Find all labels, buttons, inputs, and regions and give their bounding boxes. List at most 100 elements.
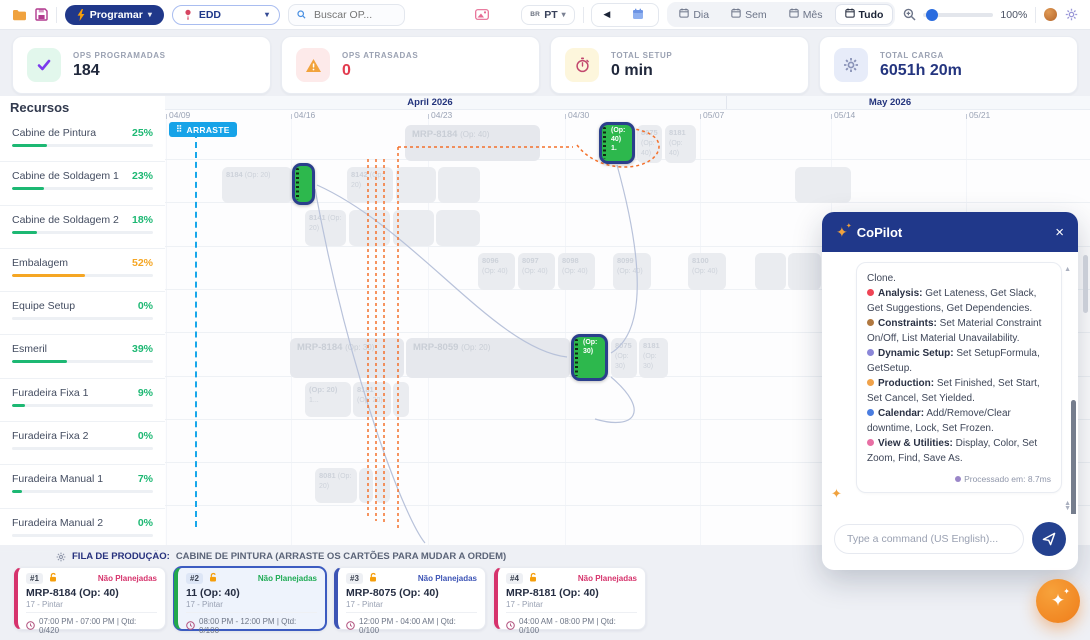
arraste-badge[interactable]: ⠿ ARRASTE [169, 122, 237, 137]
resource-row-1[interactable]: Cabine de Soldagem 1 23% [0, 162, 165, 206]
ghost-op-card[interactable]: 8075 (Op: 40) [637, 125, 662, 163]
ghost-op-card[interactable]: 8081 (Op: 20) [315, 468, 357, 503]
ghost-op-card[interactable]: 8075 (Op: 30) [611, 338, 637, 378]
copilot-fab[interactable]: ✦ ✦ [1036, 579, 1080, 623]
save-icon[interactable] [35, 6, 48, 24]
scheduled-op-label: (Op: [611, 127, 626, 134]
ghost-op-card[interactable]: 8142 (Op: 20) [347, 167, 393, 203]
ghost-op-card[interactable]: 8096 (Op: 40) [478, 253, 515, 290]
month-boundary [726, 96, 727, 109]
ghost-op-card[interactable]: 8181 (Op: 40) [665, 125, 696, 163]
view-button-tudo[interactable]: Tudo [834, 4, 894, 25]
queue-cards: #1 Não Planejadas MRP-8184 (Op: 40) 17 - Pi… [0, 565, 1090, 635]
prev-button[interactable]: ◀ [603, 9, 611, 19]
language-select[interactable]: BR PT ▾ [521, 4, 575, 25]
folder-icon[interactable] [12, 6, 27, 24]
edd-dropdown[interactable]: EDD ▾ [171, 4, 281, 25]
unlock-icon [48, 572, 58, 585]
ghost-op-card[interactable]: 8181 (Op: 20) [353, 382, 391, 417]
zoom-slider[interactable] [923, 8, 994, 21]
copilot-scrollbar[interactable] [1071, 400, 1076, 514]
queue-position-badge: #3 [346, 573, 363, 584]
today-calendar-button[interactable] [621, 4, 655, 26]
ghost-op-title: MRP-8184 [412, 129, 458, 140]
view-button-label: Sem [745, 8, 767, 21]
gear-icon [867, 349, 874, 356]
resource-bar [12, 533, 153, 537]
siren-icon [867, 289, 874, 296]
resource-utilization: 9% [137, 386, 153, 399]
ghost-op-card[interactable] [396, 167, 436, 203]
queue-title: FILA DE PRODUÇÃO: [72, 551, 170, 562]
settings-gear-icon[interactable] [1065, 6, 1078, 24]
scroll-up-icon[interactable]: ▲ [1064, 266, 1071, 273]
scheduled-op-card-2[interactable]: (Op: 30) [571, 334, 608, 381]
ghost-op-card[interactable] [393, 382, 409, 417]
search-input[interactable] [311, 7, 397, 22]
ghost-op-card[interactable] [436, 210, 480, 246]
close-icon[interactable]: × [1055, 223, 1064, 241]
ghost-op-card[interactable] [795, 167, 851, 203]
resource-bar-fill [12, 187, 45, 191]
ghost-op-card[interactable]: 8181 (Op: 30) [639, 338, 668, 378]
ghost-op-card[interactable]: 8100 (Op: 40) [688, 253, 726, 290]
resource-row-5[interactable]: Esmeril 39% [0, 335, 165, 379]
resource-row-6[interactable]: Furadeira Fixa 1 9% [0, 379, 165, 423]
kpi-value: 6051h 20m [880, 61, 962, 79]
copilot-ball-icon[interactable] [1044, 6, 1057, 24]
queue-card-3[interactable]: #3 Não Planejadas MRP-8075 (Op: 40) 17 - Pi… [334, 567, 486, 635]
next-button[interactable]: ▶ [655, 5, 658, 24]
programar-button[interactable]: Programar ▾ [64, 4, 164, 25]
resource-row-8[interactable]: Furadeira Manual 1 7% [0, 465, 165, 509]
ghost-op-card[interactable]: 8099 (Op: 40) [613, 253, 651, 290]
document-icon [867, 379, 874, 386]
ghost-op-title: 8181 [669, 128, 686, 137]
ghost-op-card[interactable]: MRP-8184 (Op: 30) [290, 338, 404, 378]
ghost-op-card[interactable]: 8184 (Op: 20) [222, 167, 292, 203]
resource-row-4[interactable]: Equipe Setup 0% [0, 292, 165, 336]
resource-row-2[interactable]: Cabine de Soldagem 2 18% [0, 206, 165, 249]
ghost-op-card[interactable]: (Op: 20) 1... [305, 382, 351, 417]
ghost-op-card[interactable] [375, 468, 390, 503]
scroll-down-icon[interactable]: ▲ ▼ [1064, 499, 1071, 513]
ghost-op-sub: (Op: 20) [357, 396, 383, 404]
resource-row-0[interactable]: Cabine de Pintura 25% [0, 119, 165, 163]
queue-card-4[interactable]: #4 Não Planejadas MRP-8181 (Op: 40) 17 - Pi… [494, 567, 646, 635]
command-input[interactable] [834, 524, 1024, 554]
ghost-op-card[interactable] [393, 210, 434, 246]
ghost-op-card[interactable] [438, 167, 480, 203]
queue-card-top: #3 Não Planejadas [346, 572, 477, 585]
resource-row-3[interactable]: Embalagem 52% [0, 249, 165, 293]
queue-card-time: 12:00 PM - 04:00 AM | Qtd: 0/100 [346, 613, 477, 635]
queue-card-2[interactable]: #2 Não Planejadas 11 (Op: 40) 17 - Pintar 08… [174, 567, 326, 635]
ghost-op-title: 8098 [562, 256, 579, 265]
ghost-op-card[interactable]: MRP-8059 (Op: 20) [406, 338, 570, 378]
page-scrollbar[interactable] [1083, 255, 1088, 313]
ghost-op-card[interactable]: 8098 (Op: 40) [558, 253, 595, 290]
view-button-dia[interactable]: Dia [669, 4, 719, 25]
view-button-label: Tudo [858, 8, 884, 21]
time-range: 12:00 PM - 04:00 AM | Qtd: 0/100 [359, 617, 456, 635]
scheduled-op-card-0[interactable]: (Op: 40) 1. [599, 122, 635, 164]
ghost-op-card[interactable]: MRP-8184 (Op: 40) [405, 125, 540, 161]
zoom-slider-thumb[interactable] [926, 8, 939, 21]
resource-row-9[interactable]: Furadeira Manual 2 0% [0, 509, 165, 552]
view-button-ms[interactable]: Mês [779, 4, 833, 25]
ghost-op-card[interactable] [788, 253, 821, 290]
ghost-op-card[interactable] [349, 210, 390, 246]
capability-text: Set Finished, Set Start, Set Cancel, Set… [867, 378, 1040, 404]
ghost-op-card[interactable]: 8141 (Op: 20) [305, 210, 346, 246]
send-button[interactable] [1032, 522, 1066, 556]
resource-row-7[interactable]: Furadeira Fixa 2 0% [0, 422, 165, 466]
ghost-op-card[interactable] [359, 468, 373, 503]
view-button-sem[interactable]: Sem [721, 4, 777, 25]
lightning-icon [77, 8, 85, 21]
zoom-in-icon[interactable] [903, 8, 916, 21]
scheduled-op-card-1[interactable] [292, 163, 315, 205]
ghost-op-card[interactable]: 8097 (Op: 40) [518, 253, 555, 290]
ghost-op-card[interactable] [755, 253, 786, 290]
image-icon[interactable] [475, 6, 490, 24]
queue-card-1[interactable]: #1 Não Planejadas MRP-8184 (Op: 40) 17 - Pi… [14, 567, 166, 635]
ghost-op-sub: (Op: 20) [461, 343, 491, 352]
date-tick: 04/23 [428, 110, 452, 120]
